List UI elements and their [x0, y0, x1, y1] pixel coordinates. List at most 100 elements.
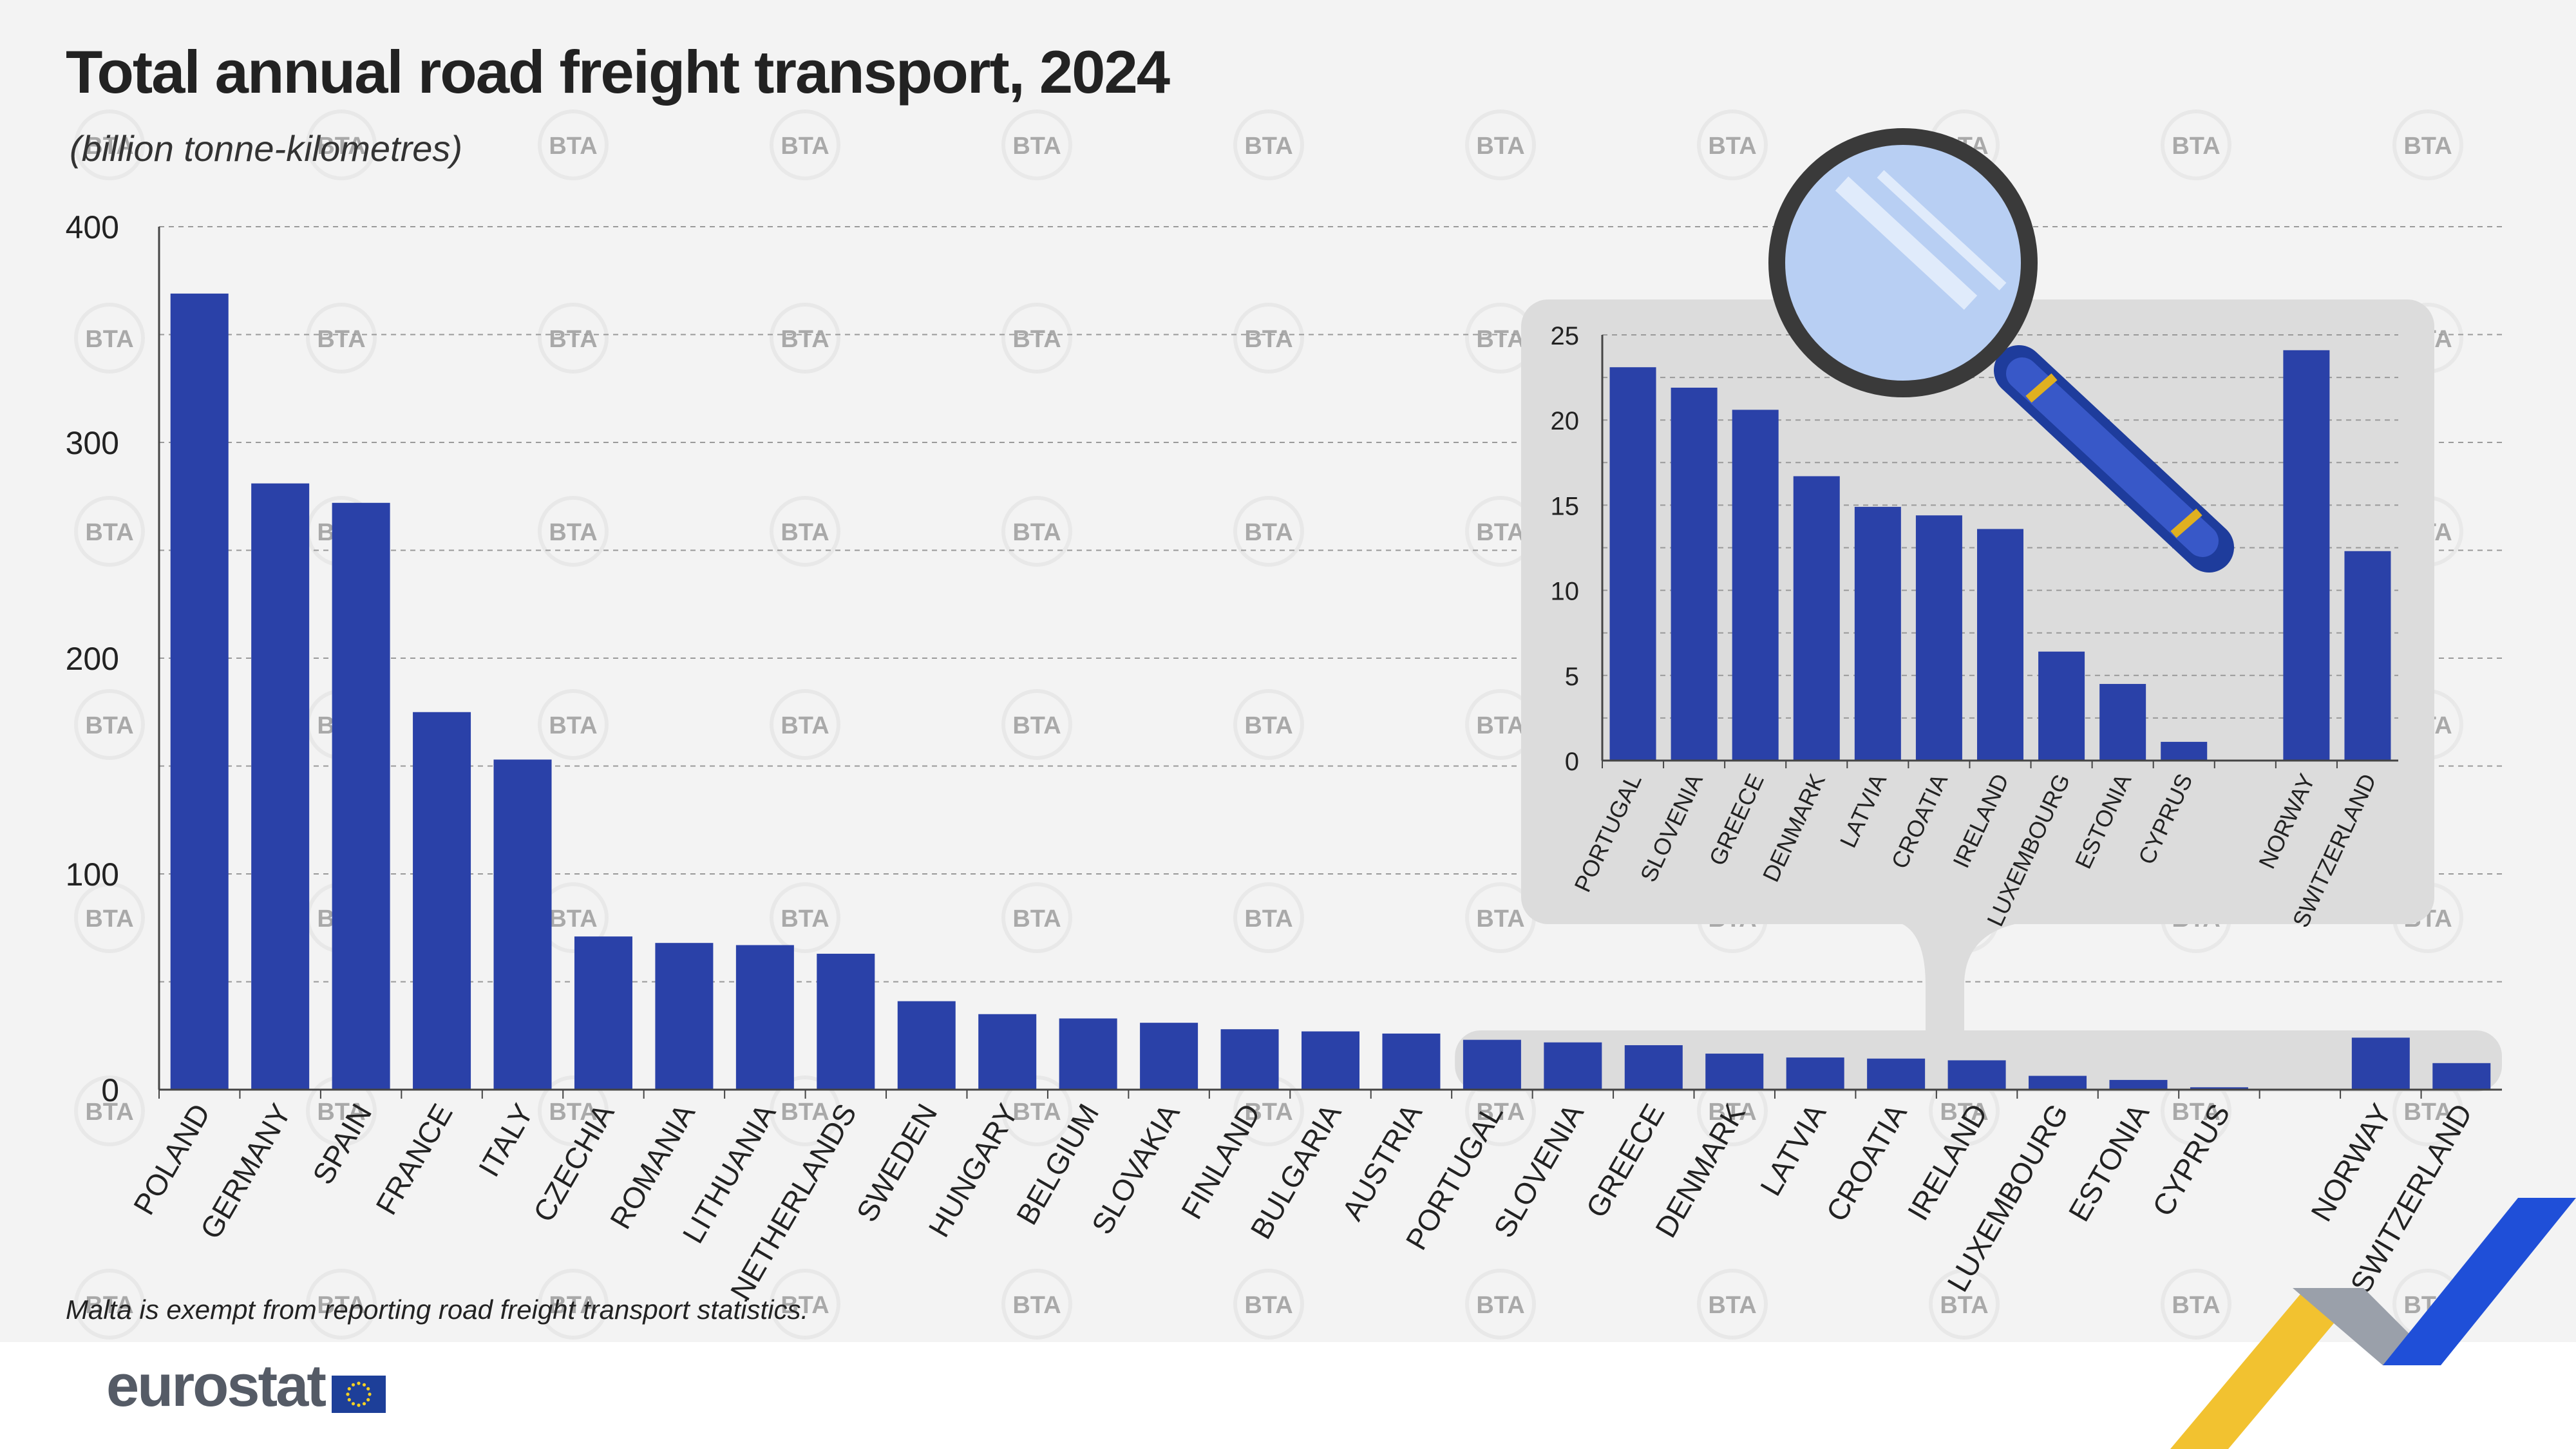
watermark-text: BTA: [781, 519, 829, 546]
bar: [1705, 1054, 1764, 1090]
watermark-icon: [770, 1269, 840, 1340]
watermark-icon: [74, 109, 145, 180]
watermark-text: BTA: [549, 1292, 597, 1319]
watermark-text: BTA: [85, 1292, 133, 1319]
bar: [817, 953, 875, 1090]
chart-title: Total annual road freight transport, 202…: [66, 38, 1170, 106]
watermark-icon: [1233, 882, 1304, 953]
inset-bar: [1977, 529, 2023, 761]
watermark-text: BTA: [781, 905, 829, 933]
bar: [332, 502, 390, 1090]
watermark-text: BTA: [781, 133, 829, 160]
watermark-text: BTA: [1476, 1099, 1524, 1126]
inset-y-tick-label: 5: [1565, 663, 1579, 691]
bar: [413, 712, 471, 1090]
watermark-icon: [770, 1075, 840, 1146]
watermark-text: BTA: [549, 1099, 597, 1126]
watermark-text: BTA: [317, 133, 365, 160]
bar: [655, 943, 714, 1090]
watermark-icon: [1929, 1269, 2000, 1340]
watermark-icon: [74, 1075, 145, 1146]
watermark-icon: [74, 882, 145, 953]
watermark-text: BTA: [781, 1292, 829, 1319]
inset-bar: [1854, 507, 1901, 761]
inset-bar: [2344, 551, 2391, 761]
eu-flag-icon: [332, 1376, 386, 1413]
watermark-icon: [770, 689, 840, 760]
x-category-label: ESTONIA: [2062, 1098, 2156, 1227]
watermark-text: BTA: [781, 326, 829, 353]
inset-bar: [1793, 476, 1840, 761]
watermark-icon: [74, 689, 145, 760]
watermark-text: BTA: [1012, 905, 1061, 933]
zoom-neck: [1893, 921, 2035, 1030]
watermark-text: BTA: [317, 326, 365, 353]
bar: [2029, 1075, 2087, 1090]
watermark-icon: [1233, 303, 1304, 374]
bar: [1059, 1018, 1117, 1090]
watermark-text: BTA: [2172, 1099, 2220, 1126]
magnifier-band: [2170, 508, 2202, 538]
magnifier-handle-highlight: [2006, 357, 2219, 557]
watermark-text: BTA: [549, 905, 597, 933]
watermark-text: BTA: [1244, 326, 1293, 353]
watermark-text: BTA: [1244, 905, 1293, 933]
watermark-text: BTA: [1244, 1099, 1293, 1126]
watermark-text: BTA: [2172, 1292, 2220, 1319]
watermark-icon: [1001, 496, 1072, 567]
watermark-icon: [1001, 689, 1072, 760]
eurostat-logo: eurostat: [106, 1353, 327, 1419]
watermark-text: BTA: [1476, 326, 1524, 353]
watermark-icon: [1001, 1269, 1072, 1340]
bar: [897, 1001, 956, 1090]
bar: [978, 1014, 1037, 1090]
watermark-icon: [306, 109, 377, 180]
bar: [1140, 1023, 1198, 1090]
watermark-text: BTA: [1476, 1292, 1524, 1319]
watermark-text: BTA: [1940, 1292, 1988, 1319]
y-tick-label: 400: [66, 209, 119, 245]
x-category-label: POLAND: [127, 1098, 217, 1220]
watermark-text: BTA: [1708, 1099, 1756, 1126]
watermark-text: BTA: [1476, 905, 1524, 933]
watermark-text: BTA: [781, 712, 829, 739]
inset-y-tick-label: 20: [1551, 407, 1580, 435]
watermark-text: BTA: [85, 519, 133, 546]
watermark-text: BTA: [85, 133, 133, 160]
inset-bar: [2038, 651, 2085, 761]
watermark-text: BTA: [1244, 519, 1293, 546]
watermark-text: BTA: [549, 712, 597, 739]
x-category-label: SWEDEN: [849, 1098, 943, 1227]
bar: [2351, 1037, 2410, 1090]
watermark-icon: [1001, 109, 1072, 180]
bar: [170, 293, 229, 1090]
inset-bar: [2099, 684, 2146, 761]
watermark-icon: [1697, 109, 1768, 180]
watermark-icon: [1001, 303, 1072, 374]
watermark-text: BTA: [1244, 1292, 1293, 1319]
lens-glare: [1835, 176, 1978, 310]
footnote: Malta is exempt from reporting road frei…: [66, 1294, 809, 1325]
inset-y-tick-label: 25: [1551, 322, 1580, 350]
watermark-text: BTA: [85, 326, 133, 353]
inset-y-tick-label: 10: [1551, 578, 1580, 606]
bar: [2432, 1063, 2491, 1090]
bar: [1947, 1060, 2006, 1090]
watermark-icon: [1001, 882, 1072, 953]
inset-bar: [1609, 367, 1656, 761]
watermark-text: BTA: [1012, 133, 1061, 160]
y-tick-label: 300: [66, 425, 119, 461]
footer-bar: [0, 1342, 2576, 1449]
watermark-text: BTA: [549, 519, 597, 546]
watermark-text: BTA: [1476, 712, 1524, 739]
x-category-label: AUSTRIA: [1335, 1098, 1428, 1226]
inset-bar: [1732, 410, 1779, 761]
watermark-icon: [306, 1269, 377, 1340]
watermark-icon: [2161, 109, 2231, 180]
watermark-icon: [74, 1269, 145, 1340]
magnifier-icon: [1768, 128, 2234, 573]
watermark-text: BTA: [1012, 519, 1061, 546]
y-tick-label: 0: [101, 1072, 119, 1108]
